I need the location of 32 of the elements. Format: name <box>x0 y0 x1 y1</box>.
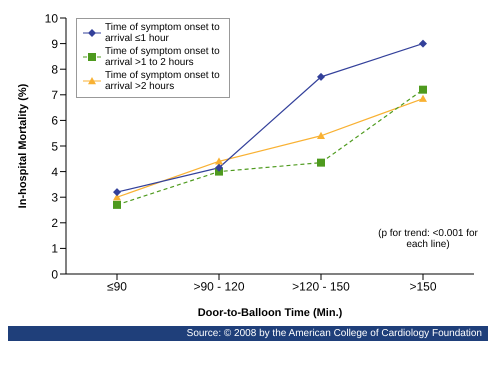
x-tick-label: >150 <box>409 280 437 294</box>
y-tick-label: 1 <box>51 242 58 256</box>
point <box>215 157 223 165</box>
point <box>317 72 325 81</box>
point <box>419 40 427 48</box>
x-tick-label: >120 - 150 <box>292 280 350 294</box>
y-tick-label: 6 <box>51 114 58 128</box>
x-axis-title: Door-to-Balloon Time (Min.) <box>198 307 343 319</box>
x-tick-label: >90 - 120 <box>193 280 245 294</box>
y-tick-label: 3 <box>51 190 58 204</box>
y-axis-title: In-hospital Mortality (%) <box>16 83 29 208</box>
point <box>215 164 223 172</box>
annotation: (p for trend: <0.001 for each line) <box>378 228 478 250</box>
x-tick-label: ≤90 <box>107 280 128 294</box>
source-note: Source: © 2008 by the American College of Cardiology Foundation <box>8 326 488 341</box>
legend-label: Time of symptom onset to arrival >1 to 2 hours <box>105 46 221 68</box>
point <box>317 132 325 139</box>
point <box>419 86 427 94</box>
y-tick-label: 7 <box>51 88 58 102</box>
point <box>113 188 121 196</box>
point <box>419 94 427 102</box>
legend-label: Time of symptom onset to arrival ≤1 hour <box>105 22 221 44</box>
y-tick-label: 2 <box>51 216 58 230</box>
y-tick-label: 10 <box>44 11 58 26</box>
point <box>317 158 325 167</box>
y-tick-label: 5 <box>51 139 58 154</box>
y-tick-label: 8 <box>51 62 58 76</box>
y-tick-label: 4 <box>51 164 58 179</box>
legend-label: Time of symptom onset to arrival >2 hours <box>105 70 221 92</box>
y-tick-label: 9 <box>51 36 58 51</box>
y-tick-label: 0 <box>51 267 58 282</box>
point <box>113 200 121 209</box>
